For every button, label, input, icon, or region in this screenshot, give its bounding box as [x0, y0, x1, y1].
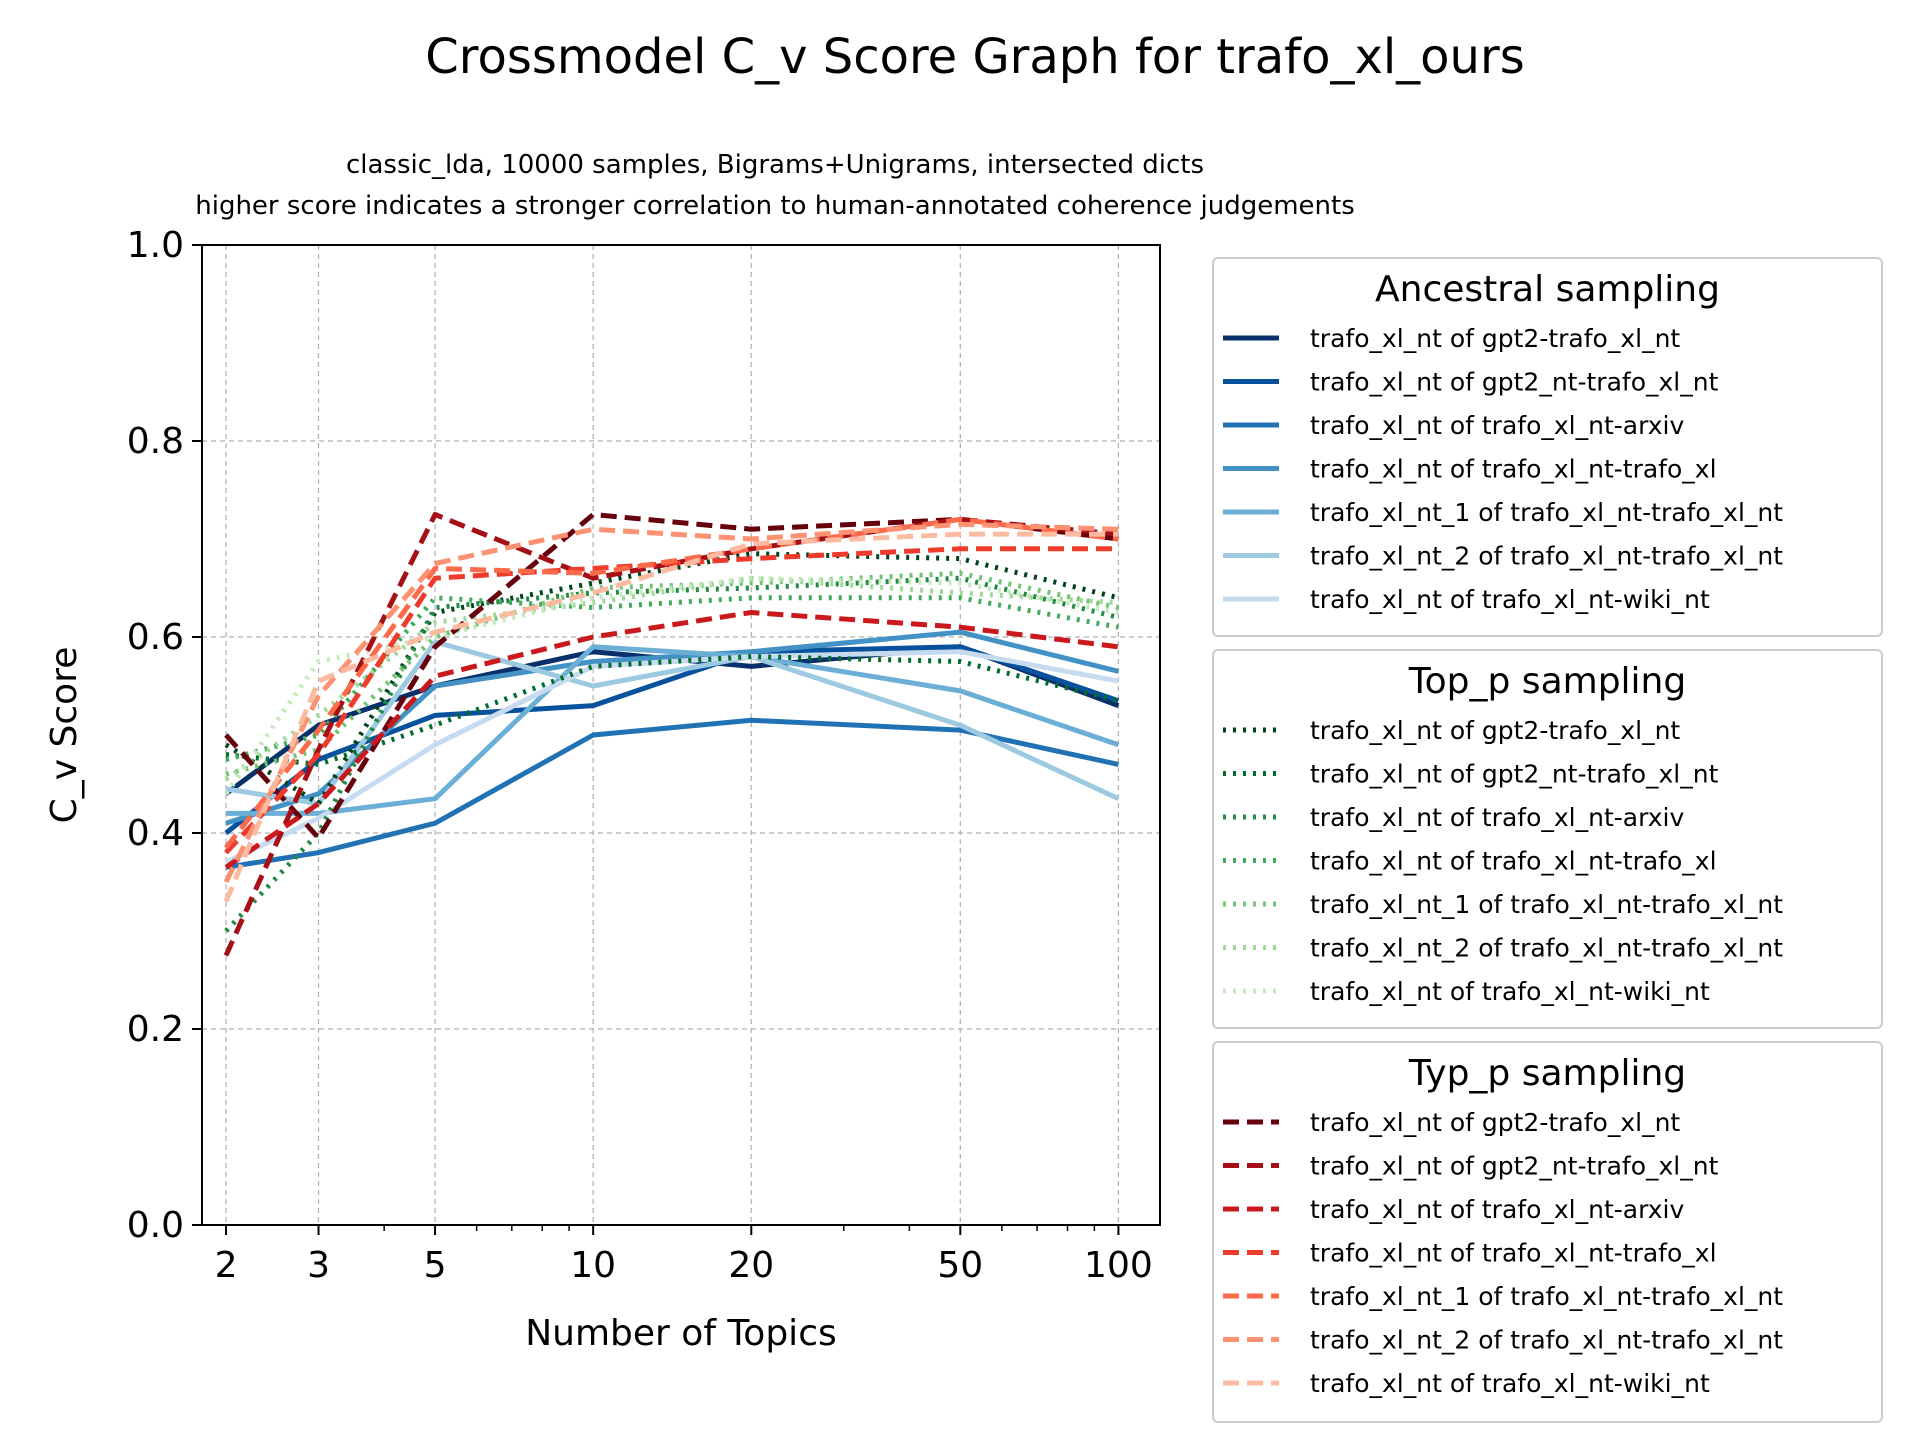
- series-line-dashed-3: [224, 610, 1119, 870]
- series-line-dashed-6: [223, 521, 1119, 884]
- legend-frame: [1212, 1041, 1883, 1423]
- x-axis-label: Number of Topics: [525, 1313, 837, 1354]
- legend-entry-label: trafo_xl_nt of trafo_xl_nt-wiki_nt: [1310, 977, 1710, 1006]
- legend-entry-label: trafo_xl_nt_1 of trafo_xl_nt-trafo_xl_nt: [1310, 498, 1783, 527]
- x-axis: 2 3 5 10 20 50 100: [215, 1225, 1153, 1286]
- legend-frame: [1212, 649, 1883, 1029]
- legend-entry-label: trafo_xl_nt of trafo_xl_nt-wiki_nt: [1310, 585, 1710, 614]
- series-line-dotted-7: [223, 575, 1119, 796]
- legend-entry-label: trafo_xl_nt of gpt2-trafo_xl_nt: [1310, 1108, 1680, 1137]
- series-line-dotted-5: [225, 570, 1119, 777]
- chart-subtitle-line-2: higher score indicates a stronger correl…: [195, 191, 1355, 221]
- x-tick-label: 100: [1084, 1245, 1153, 1286]
- legend-entry-label: trafo_xl_nt of trafo_xl_nt-arxiv: [1310, 1195, 1684, 1224]
- legend-entry-label: trafo_xl_nt of trafo_xl_nt-arxiv: [1310, 411, 1684, 440]
- legend-entry-label: trafo_xl_nt_1 of trafo_xl_nt-trafo_xl_nt: [1310, 890, 1783, 919]
- chart-subtitle-line-1: classic_lda, 10000 samples, Bigrams+Unig…: [346, 150, 1204, 180]
- legend-entry-label: trafo_xl_nt of gpt2_nt-trafo_xl_nt: [1310, 368, 1719, 397]
- y-tick-label: 0.4: [127, 813, 184, 854]
- legend-title: Typ_p sampling: [1408, 1053, 1686, 1094]
- legend-entry-label: trafo_xl_nt of trafo_xl_nt-trafo_xl: [1310, 455, 1717, 484]
- legend-entry-label: trafo_xl_nt_1 of trafo_xl_nt-trafo_xl_nt: [1310, 1282, 1783, 1311]
- x-tick-label: 2: [215, 1245, 238, 1286]
- legend-entry-label: trafo_xl_nt_2 of trafo_xl_nt-trafo_xl_nt: [1310, 934, 1783, 963]
- series-line-solid-5: [226, 644, 1120, 816]
- legend-entry-label: trafo_xl_nt of gpt2-trafo_xl_nt: [1310, 716, 1680, 745]
- legend-entry-label: trafo_xl_nt of gpt2-trafo_xl_nt: [1310, 324, 1680, 353]
- legend-title: Ancestral sampling: [1375, 269, 1720, 310]
- series-line-dashed-5: [224, 516, 1119, 850]
- legend-box-dotted: Top_p sampling trafo_xl_nt of gpt2-trafo_…: [1212, 649, 1883, 1029]
- legend-entry-label: trafo_xl_nt_2 of trafo_xl_nt-trafo_xl_nt: [1310, 542, 1783, 571]
- legend-title: Top_p sampling: [1408, 661, 1686, 702]
- x-tick-label: 20: [728, 1245, 774, 1286]
- plot-frame: [201, 244, 1161, 1226]
- series-line-solid-7: [224, 649, 1119, 865]
- legend-entry-label: trafo_xl_nt of trafo_xl_nt-trafo_xl: [1310, 1239, 1717, 1268]
- x-tick-label: 10: [570, 1245, 616, 1286]
- legend-frame: [1212, 257, 1883, 637]
- legend-box-dashed: Typ_p sampling trafo_xl_nt of gpt2-trafo_…: [1212, 1041, 1883, 1423]
- x-tick-label: 5: [424, 1245, 447, 1286]
- y-tick-label: 0.2: [127, 1009, 184, 1050]
- legend-entry-label: trafo_xl_nt of trafo_xl_nt-trafo_xl: [1310, 847, 1717, 876]
- legend-box-solid: Ancestral sampling trafo_xl_nt of gpt2-tr…: [1212, 257, 1883, 637]
- y-tick-label: 0.6: [127, 617, 184, 658]
- legend-entry-label: trafo_xl_nt of trafo_xl_nt-wiki_nt: [1310, 1369, 1710, 1398]
- y-tick-label: 0.8: [127, 421, 184, 462]
- series-line-dotted-2: [225, 654, 1120, 767]
- legend-entry-label: trafo_xl_nt of gpt2_nt-trafo_xl_nt: [1310, 760, 1719, 789]
- y-axis-label: C_v Score: [44, 647, 85, 824]
- series-line-dashed-4: [224, 546, 1119, 855]
- series-line-solid-4: [225, 629, 1120, 826]
- series-line-solid-3: [225, 717, 1119, 870]
- legend: Ancestral sampling trafo_xl_nt of gpt2-tr…: [1212, 257, 1883, 1423]
- series-line-dotted-4: [225, 595, 1119, 762]
- series-line-dashed-2: [223, 512, 1119, 957]
- series-line-dotted-6: [224, 575, 1119, 782]
- series-line-solid-6: [225, 639, 1120, 807]
- legend-entry-label: trafo_xl_nt_2 of trafo_xl_nt-trafo_xl_nt: [1310, 1326, 1783, 1355]
- series-line-solid-2: [224, 644, 1120, 835]
- legend-entry-label: trafo_xl_nt of trafo_xl_nt-arxiv: [1310, 803, 1684, 832]
- plot-lines: [223, 512, 1120, 957]
- y-axis: 0.0 0.2 0.4 0.6 0.8 1.0: [127, 225, 202, 1246]
- y-tick-label: 1.0: [127, 225, 184, 266]
- legend-entry-label: trafo_xl_nt of gpt2_nt-trafo_xl_nt: [1310, 1152, 1719, 1181]
- x-tick-label: 3: [307, 1245, 330, 1286]
- chart-title: Crossmodel C_v Score Graph for trafo_xl_…: [425, 29, 1524, 85]
- series-line-dashed-7: [223, 531, 1119, 903]
- y-tick-label: 0.0: [127, 1205, 184, 1246]
- x-tick-label: 50: [937, 1245, 983, 1286]
